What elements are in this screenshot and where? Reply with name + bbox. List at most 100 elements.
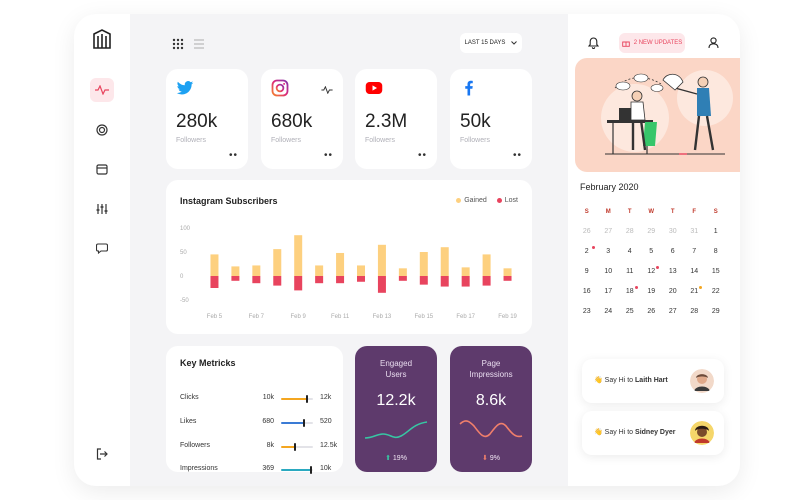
instagram-icon [271,79,289,97]
calendar-day[interactable]: 6 [670,248,675,255]
bar-gained[interactable] [252,265,261,276]
calendar-day[interactable]: 7 [692,248,697,255]
calendar-day[interactable]: 13 [668,268,677,275]
metric-knob[interactable] [303,419,306,427]
bar-gained[interactable] [336,252,345,276]
bar-lost[interactable] [252,276,261,284]
calendar-day[interactable]: 12 [641,262,663,282]
calendar-day[interactable]: 26 [647,308,656,315]
sidebar-item-calendar[interactable] [90,157,114,181]
calendar-day[interactable]: 4 [627,248,632,255]
more-options-icon[interactable]: •• [323,150,333,161]
calendar-day[interactable]: 9 [584,268,589,275]
calendar-day[interactable]: 19 [647,288,656,295]
bar-lost[interactable] [315,276,324,284]
sidebar-item-filters[interactable] [90,197,114,221]
bell-icon[interactable] [588,37,599,49]
calendar-day[interactable]: 14 [690,268,699,275]
bar-gained[interactable] [315,265,324,276]
sidebar-item-messages[interactable] [90,236,114,260]
youtube-icon [365,82,383,94]
calendar-day[interactable]: 24 [604,308,613,315]
bar-lost[interactable] [273,276,282,286]
bar-gained[interactable] [440,247,449,276]
bar-lost[interactable] [210,276,219,288]
calendar-day[interactable]: 31 [690,228,699,235]
calendar-day[interactable]: 8 [713,248,718,255]
bar-gained[interactable] [294,235,303,276]
date-range-select[interactable]: LAST 15 DAYS [460,33,522,53]
metric-bar [281,446,313,448]
bar-lost[interactable] [461,276,470,287]
page-impressions-card[interactable]: Page Impressions 8.6k ⬇ 9% [450,346,532,472]
bar-gained[interactable] [231,266,240,276]
bar-lost[interactable] [440,276,449,287]
bar-gained[interactable] [419,252,428,276]
bar-lost[interactable] [398,276,407,281]
calendar-day[interactable]: 17 [604,288,613,295]
bar-gained[interactable] [273,249,282,276]
bar-gained[interactable] [357,265,365,276]
calendar-day[interactable]: 25 [625,308,634,315]
calendar-day[interactable]: 28 [690,308,699,315]
youtube-card[interactable]: 2.3M Followers •• [355,69,437,169]
bar-gained[interactable] [461,267,470,276]
facebook-card[interactable]: 50k Followers •• [450,69,532,169]
calendar-day[interactable]: 20 [668,288,677,295]
more-options-icon[interactable]: •• [512,150,522,161]
calendar-day[interactable]: 16 [582,288,591,295]
more-options-icon[interactable]: •• [228,150,238,161]
bar-lost[interactable] [419,276,428,285]
contact-card-laith[interactable]: 👋 Say Hi to Laith Hart [582,359,724,403]
activity-icon [95,85,109,95]
sidebar-item-activity[interactable] [90,78,114,102]
event-marker [656,266,659,269]
calendar-day[interactable]: 21 [684,282,706,302]
engaged-users-card[interactable]: Engaged Users 12.2k ⬆ 19% [355,346,437,472]
more-options-icon[interactable]: •• [417,150,427,161]
bar-lost[interactable] [231,276,240,281]
bar-gained[interactable] [482,254,491,276]
bar-lost[interactable] [377,276,386,293]
calendar-day[interactable]: 30 [668,228,677,235]
calendar-day[interactable]: 28 [625,228,634,235]
calendar-day[interactable]: 18 [619,282,641,302]
twitter-card[interactable]: 280k Followers •• [166,69,248,169]
bar-gained[interactable] [398,268,407,276]
sidebar-item-progress[interactable] [90,118,114,142]
bar-gained[interactable] [503,268,512,276]
updates-button[interactable]: 2 NEW UPDATES [619,33,685,53]
bar-lost[interactable] [503,276,512,281]
calendar-day[interactable]: 15 [711,268,720,275]
calendar-day[interactable]: 29 [711,308,720,315]
calendar-day[interactable]: 27 [604,228,613,235]
bar-gained[interactable] [377,244,386,276]
calendar-day[interactable]: 23 [582,308,591,315]
list-view-icon[interactable] [193,38,205,50]
calendar-day[interactable]: 26 [582,228,591,235]
instagram-card[interactable]: 680k Followers •• [261,69,343,169]
contact-card-sidney[interactable]: 👋 Say Hi to Sidney Dyer [582,411,724,455]
calendar-day[interactable]: 1 [713,228,718,235]
metric-knob[interactable] [310,466,313,474]
calendar-day[interactable]: 11 [626,268,634,275]
bar-lost[interactable] [357,276,365,282]
event-marker [634,286,638,289]
user-icon[interactable] [708,37,719,49]
calendar-day[interactable]: 27 [668,308,677,315]
metric-knob[interactable] [305,395,308,403]
calendar-day[interactable]: 2 [576,242,598,262]
calendar-day[interactable]: 29 [647,228,656,235]
metric-knob[interactable] [294,443,297,451]
calendar-day[interactable]: 5 [649,248,654,255]
logout-button[interactable] [90,442,114,466]
calendar-day[interactable]: 22 [711,288,720,295]
bar-gained[interactable] [210,254,219,276]
bar-lost[interactable] [482,276,491,286]
bar-lost[interactable] [336,276,345,284]
grid-view-icon[interactable] [172,38,184,50]
calendar-day[interactable]: 10 [604,268,613,275]
facebook-icon [465,80,473,96]
calendar-day[interactable]: 3 [606,248,611,255]
bar-lost[interactable] [294,276,303,291]
